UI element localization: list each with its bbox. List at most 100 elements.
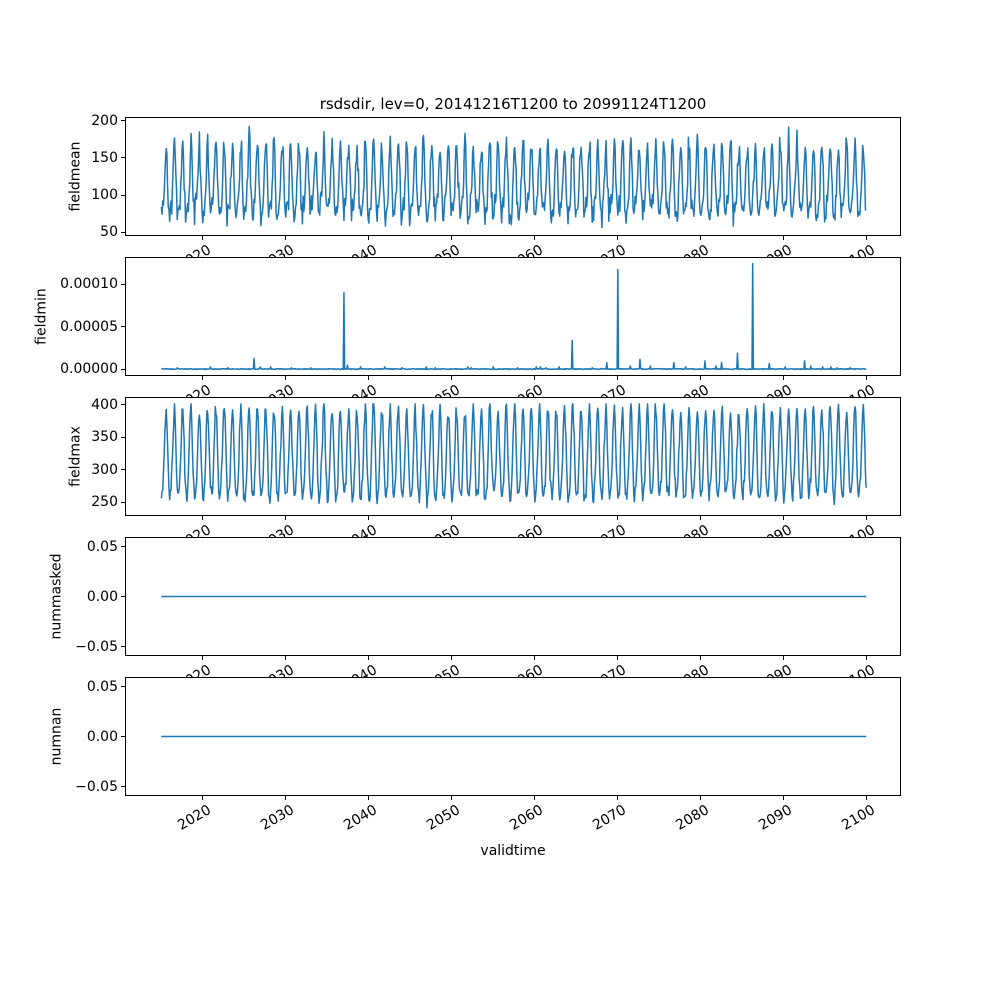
x-tick-mark [617,516,619,520]
y-tick-mark [121,546,125,547]
line-series-fieldmax [160,403,867,509]
y-tick-label: 200 [91,112,118,129]
y-tick-mark [121,157,125,159]
ylabel-fieldmin: fieldmin [33,287,50,345]
y-tick-label: 400 [91,396,118,413]
y-tick-mark [121,501,125,503]
x-tick-mark [866,516,868,520]
y-tick-label: −0.05 [75,638,118,655]
x-tick-label: 2040 [341,802,381,834]
x-tick-mark [202,796,204,800]
y-tick-mark [121,786,125,787]
y-tick-label: 0.05 [86,678,118,695]
x-tick-mark [202,516,204,520]
plot-area-fieldmean [160,125,867,229]
x-tick-mark [285,376,287,380]
ylabel-numnan: numnan [48,707,65,765]
x-tick-mark [534,516,536,520]
x-tick-mark [202,656,204,660]
y-tick-label: 50 [100,224,118,241]
y-tick-mark [121,646,125,647]
x-tick-label: 2060 [507,802,547,834]
y-tick-label: 100 [91,187,118,203]
y-tick-label: 350 [91,429,118,445]
y-tick-mark [121,686,125,687]
x-tick-mark [866,796,868,800]
y-tick-mark [121,368,125,370]
x-tick-label: 2020 [175,802,215,834]
x-tick-mark [617,236,619,240]
x-tick-mark [783,236,785,240]
plot-area-fieldmin [161,262,867,371]
x-tick-label: 2100 [839,802,879,834]
plot-area-nummasked [161,595,867,598]
y-tick-mark [121,283,125,285]
x-tick-mark [285,236,287,240]
y-tick-mark [121,596,125,597]
x-tick-mark [783,516,785,520]
x-tick-mark [534,376,536,380]
subplot-nummasked [125,537,901,656]
y-tick-mark [121,120,125,122]
plot-area-numnan [161,735,867,738]
x-axis-title: validtime [480,843,546,859]
x-tick-mark [368,236,370,240]
x-tick-mark [202,376,204,380]
ylabel-nummasked: nummasked [48,553,65,640]
x-tick-mark [534,796,536,800]
x-tick-mark [368,656,370,660]
y-tick-mark [121,231,125,233]
y-tick-label: −0.05 [75,778,118,795]
line-series-fieldmin [161,262,867,371]
y-tick-mark [121,404,125,405]
x-tick-mark [534,656,536,660]
y-tick-label: 150 [91,149,118,166]
subplot-fieldmax [125,397,901,516]
x-tick-mark [202,236,204,240]
y-tick-label: 0.00010 [60,276,118,293]
x-tick-mark [451,516,453,520]
y-tick-label: 250 [91,494,118,510]
x-tick-mark [700,796,702,800]
y-tick-mark [121,194,125,196]
y-tick-mark [121,736,125,737]
x-tick-mark [617,656,619,660]
x-tick-mark [285,656,287,660]
x-tick-mark [700,656,702,660]
y-tick-label: 0.00 [86,588,118,605]
x-tick-mark [617,796,619,800]
x-tick-label: 2050 [424,802,464,834]
x-tick-mark [285,796,287,800]
ylabel-fieldmean: fieldmean [67,141,84,211]
plot-area-fieldmax [160,403,867,509]
chart-title: rsdsdir, lev=0, 20141216T1200 to 2099112… [319,95,707,113]
y-tick-label: 300 [91,461,118,478]
y-tick-mark [121,436,125,438]
x-tick-mark [700,376,702,380]
x-tick-mark [285,516,287,520]
y-tick-mark [121,469,125,470]
subplot-numnan [125,677,901,796]
x-tick-mark [534,236,536,240]
y-tick-mark [121,326,125,328]
x-tick-label: 2030 [258,802,298,834]
x-tick-mark [368,376,370,380]
x-tick-label: 2080 [673,802,713,834]
x-tick-mark [700,236,702,240]
x-tick-mark [783,656,785,660]
y-tick-label: 0.05 [86,538,118,555]
x-tick-label: 2090 [756,802,796,834]
ylabel-fieldmax: fieldmax [67,425,84,487]
x-tick-mark [617,376,619,380]
x-tick-mark [866,656,868,660]
x-tick-mark [451,796,453,800]
x-tick-mark [451,656,453,660]
x-tick-mark [866,376,868,380]
y-tick-label: 0.00 [86,728,118,745]
x-tick-label: 2070 [590,802,630,834]
x-tick-mark [783,376,785,380]
x-tick-mark [866,236,868,240]
x-tick-mark [451,236,453,240]
y-tick-label: 0.00005 [60,318,118,335]
